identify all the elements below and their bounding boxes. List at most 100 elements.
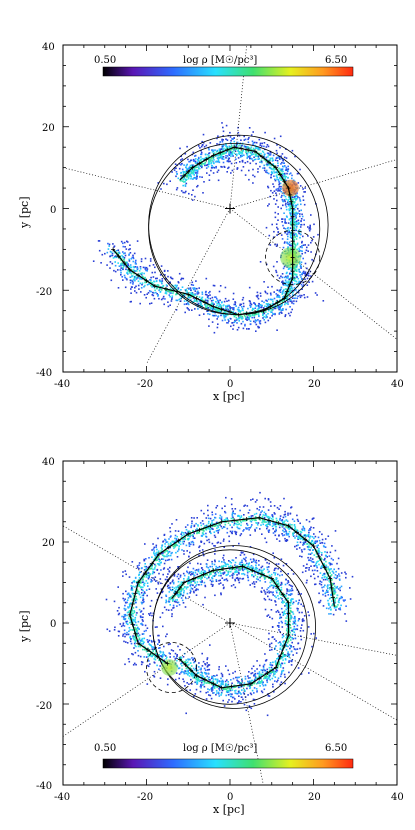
gas-particle bbox=[238, 542, 240, 545]
spine-marker bbox=[186, 292, 191, 297]
gas-particle bbox=[266, 164, 269, 167]
gas-particle bbox=[151, 648, 154, 650]
gas-particle bbox=[143, 285, 145, 288]
gas-particle bbox=[284, 180, 286, 182]
gas-particle bbox=[113, 269, 115, 272]
gas-particle bbox=[175, 544, 178, 546]
gas-particle bbox=[239, 161, 241, 163]
gas-particle bbox=[294, 218, 296, 220]
gas-particle bbox=[349, 598, 352, 600]
gas-particle bbox=[199, 674, 202, 676]
gas-particle bbox=[138, 634, 141, 636]
gas-particle bbox=[296, 242, 299, 245]
gas-particle bbox=[246, 160, 249, 163]
gas-particle bbox=[192, 542, 195, 544]
gas-particle bbox=[293, 226, 295, 229]
gas-particle bbox=[282, 224, 284, 227]
spine-marker bbox=[211, 304, 216, 309]
gas-particle bbox=[193, 174, 195, 176]
gas-particle bbox=[263, 145, 265, 148]
gas-particle bbox=[336, 594, 339, 596]
gas-particle bbox=[176, 284, 178, 287]
gas-particle bbox=[302, 544, 304, 546]
gas-particle bbox=[258, 509, 260, 511]
gas-particle bbox=[270, 174, 272, 176]
gas-particle bbox=[184, 184, 187, 186]
gas-particle bbox=[284, 179, 286, 181]
gas-particle bbox=[233, 524, 235, 526]
gas-particle bbox=[137, 284, 140, 287]
gas-particle bbox=[202, 552, 204, 554]
gas-particle bbox=[206, 657, 209, 659]
gas-particle bbox=[293, 213, 295, 216]
gas-particle bbox=[300, 278, 303, 281]
gas-particle bbox=[295, 238, 298, 240]
gas-particle bbox=[142, 601, 144, 604]
gas-particle bbox=[225, 518, 228, 520]
gas-particle bbox=[160, 655, 162, 657]
gas-particle bbox=[217, 308, 219, 310]
gas-particle bbox=[301, 528, 303, 531]
gas-particle bbox=[236, 523, 238, 526]
gas-particle bbox=[282, 282, 284, 285]
gas-particle bbox=[156, 548, 158, 551]
gas-particle bbox=[141, 624, 144, 626]
gas-particle bbox=[241, 161, 244, 163]
gas-particle bbox=[182, 543, 185, 545]
gas-particle bbox=[302, 525, 304, 528]
gas-particle bbox=[266, 144, 269, 146]
gas-particle bbox=[265, 160, 267, 163]
spine-marker bbox=[290, 214, 295, 219]
gas-particle bbox=[163, 270, 166, 272]
gas-particle bbox=[290, 224, 293, 227]
gas-particle bbox=[340, 585, 343, 588]
spine-marker bbox=[236, 312, 241, 317]
gas-particle bbox=[280, 275, 282, 278]
spine-marker bbox=[204, 157, 209, 162]
gas-particle bbox=[265, 171, 267, 173]
gas-particle bbox=[332, 572, 335, 574]
gas-particle bbox=[324, 575, 326, 578]
gas-particle bbox=[113, 246, 115, 248]
gas-particle bbox=[203, 163, 206, 165]
gas-particle bbox=[242, 520, 244, 522]
gas-particle bbox=[156, 277, 158, 280]
gas-particle bbox=[283, 524, 285, 527]
gas-particle bbox=[251, 153, 254, 155]
gas-particle bbox=[139, 276, 141, 279]
gas-particle bbox=[296, 235, 298, 238]
gas-particle bbox=[217, 135, 219, 137]
gas-particle bbox=[313, 573, 315, 575]
gas-particle bbox=[259, 304, 262, 306]
gas-particle bbox=[229, 306, 231, 308]
spine-marker bbox=[290, 275, 295, 280]
gas-particle bbox=[201, 291, 204, 294]
gas-particle bbox=[289, 290, 291, 293]
gas-particle bbox=[176, 544, 179, 547]
gas-particle bbox=[273, 171, 276, 174]
gas-particle bbox=[149, 563, 152, 565]
gas-particle bbox=[175, 538, 178, 540]
gas-particle bbox=[204, 291, 207, 294]
gas-particle bbox=[164, 550, 167, 552]
gas-particle bbox=[271, 314, 273, 317]
gas-particle bbox=[256, 147, 258, 149]
gas-particle bbox=[195, 280, 197, 282]
gas-particle bbox=[200, 529, 203, 531]
gas-particle bbox=[316, 541, 318, 543]
gas-particle bbox=[223, 147, 225, 150]
gas-particle bbox=[277, 228, 279, 230]
gas-particle bbox=[177, 530, 180, 532]
gas-particle bbox=[333, 607, 336, 609]
gas-particle bbox=[202, 299, 205, 302]
gas-particle bbox=[289, 206, 292, 208]
gas-particle bbox=[158, 641, 160, 643]
gas-particle bbox=[284, 177, 286, 179]
gas-particle bbox=[276, 243, 278, 246]
gas-particle bbox=[303, 548, 305, 551]
gas-particle bbox=[207, 295, 210, 297]
gas-particle bbox=[226, 527, 229, 530]
gas-particle bbox=[314, 292, 317, 294]
gas-particle bbox=[225, 152, 227, 154]
gas-particle bbox=[276, 170, 278, 173]
